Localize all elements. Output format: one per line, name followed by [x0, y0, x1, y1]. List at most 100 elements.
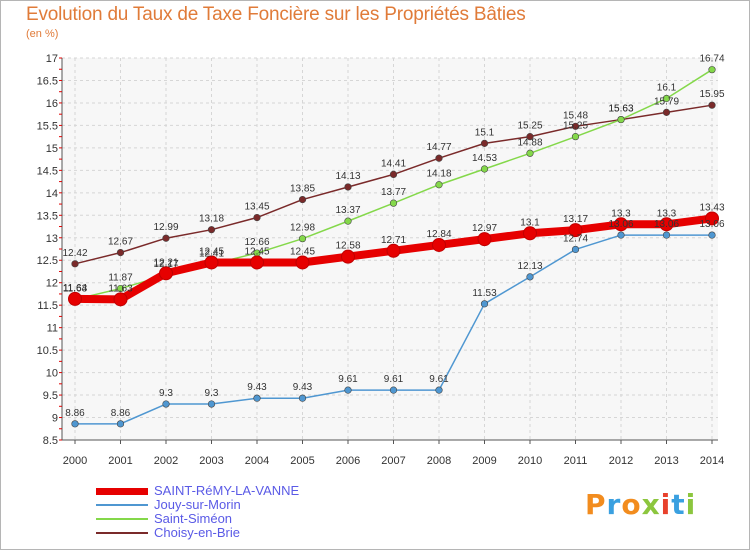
data-label-2: 14.88: [517, 137, 542, 148]
data-label-2: 14.53: [472, 153, 497, 164]
data-point-1: [435, 386, 443, 394]
logo-letter: r: [606, 488, 622, 521]
data-label-2: 12.98: [290, 223, 315, 234]
logo-letter: o: [621, 488, 642, 521]
data-label-3: 13.45: [244, 202, 269, 213]
data-label-1: 9.61: [429, 374, 449, 385]
data-label-2: 12.41: [199, 248, 224, 259]
data-point-1: [617, 231, 625, 239]
data-point-2: [344, 217, 352, 225]
data-point-1: [662, 231, 671, 239]
data-label-2: 16.1: [657, 82, 677, 93]
y-tick-label: 12.5: [37, 255, 58, 267]
x-tick-label: 2001: [108, 455, 132, 467]
data-point-0: [568, 223, 583, 238]
y-tick-label: 13: [46, 233, 58, 245]
data-point-2: [617, 115, 625, 124]
data-label-3: 13.85: [290, 184, 315, 195]
y-tick-label: 15.5: [37, 120, 58, 132]
data-label-0: 12.45: [244, 246, 269, 257]
data-point-0: [432, 237, 446, 252]
data-point-2: [116, 284, 125, 293]
x-tick-label: 2010: [518, 455, 542, 467]
data-label-1: 13.06: [699, 219, 724, 230]
data-label-0: 12.58: [335, 241, 360, 252]
data-point-2: [526, 149, 534, 157]
data-point-3: [71, 260, 79, 268]
data-label-2: 12.17: [153, 259, 178, 270]
data-point-0: [659, 217, 674, 232]
data-point-0: [341, 249, 355, 264]
y-tick-label: 10.5: [37, 345, 58, 357]
data-point-1: [207, 400, 216, 408]
data-point-2: [435, 181, 443, 189]
data-label-1: 13.06: [654, 219, 679, 230]
logo-letter: P: [585, 488, 607, 521]
data-label-0: 12.84: [426, 229, 451, 240]
x-tick-label: 2000: [63, 455, 87, 467]
data-label-2: 11.63: [63, 283, 88, 294]
y-tick-label: 15: [46, 143, 58, 155]
data-label-1: 9.61: [384, 374, 404, 385]
x-tick-label: 2007: [381, 455, 405, 467]
chart-title: Evolution du Taux de Taxe Foncière sur l…: [26, 4, 526, 25]
data-point-1: [571, 245, 580, 254]
data-label-0: 13.1: [520, 217, 540, 228]
logo-letter: i: [685, 488, 697, 521]
data-point-1: [389, 386, 398, 394]
data-point-0: [295, 255, 310, 270]
data-point-1: [253, 394, 261, 402]
data-label-1: 11.53: [472, 288, 497, 299]
unit-label: (en %): [26, 28, 59, 40]
y-tick-label: 11: [47, 323, 58, 335]
data-point-1: [480, 300, 489, 308]
data-point-0: [523, 226, 537, 241]
data-label-0: 12.45: [290, 246, 315, 257]
data-point-0: [113, 292, 128, 307]
data-point-2: [389, 199, 398, 207]
data-label-2: 16.74: [699, 54, 724, 65]
data-label-3: 13.18: [199, 214, 224, 225]
y-tick-label: 17: [46, 53, 58, 65]
data-label-0: 12.21: [153, 257, 178, 268]
data-label-0: 12.71: [381, 235, 406, 246]
data-label-2: 13.37: [335, 205, 360, 216]
data-point-2: [480, 165, 489, 173]
data-label-1: 9.43: [293, 382, 313, 393]
data-point-2: [662, 94, 671, 103]
data-point-3: [389, 170, 398, 178]
data-label-3: 15.25: [517, 121, 542, 132]
data-label-3: 14.13: [335, 171, 360, 182]
data-label-0: 12.45: [199, 246, 224, 257]
y-tick-label: 8.5: [43, 435, 58, 447]
data-point-3: [662, 108, 671, 116]
x-tick-label: 2004: [245, 455, 269, 467]
data-point-1: [298, 394, 307, 402]
data-point-1: [71, 420, 79, 428]
data-point-3: [480, 139, 489, 147]
y-tick-label: 16.5: [37, 75, 58, 87]
logo-letter: t: [671, 488, 686, 521]
data-label-3: 12.99: [153, 222, 178, 233]
data-label-2: 11.87: [108, 273, 133, 284]
legend-swatch: [96, 532, 148, 534]
data-label-1: 9.61: [338, 374, 358, 385]
y-tick-label: 14.5: [37, 165, 58, 177]
x-tick-label: 2002: [154, 455, 178, 467]
legend-swatch: [96, 487, 148, 495]
x-tick-label: 2003: [199, 455, 223, 467]
y-tick-label: 13.5: [37, 210, 58, 222]
data-point-0: [250, 255, 264, 270]
x-tick-label: 2006: [336, 455, 360, 467]
y-tick-label: 12: [46, 278, 58, 290]
data-label-3: 12.67: [108, 237, 133, 248]
data-label-2: 12.66: [244, 237, 269, 248]
data-label-1: 9.3: [159, 388, 173, 399]
data-point-3: [298, 195, 307, 204]
data-point-0: [705, 211, 719, 226]
data-point-1: [526, 273, 534, 281]
legend-swatch: [96, 518, 148, 520]
data-label-3: 15.95: [699, 89, 724, 100]
data-label-1: 9.3: [205, 388, 219, 399]
